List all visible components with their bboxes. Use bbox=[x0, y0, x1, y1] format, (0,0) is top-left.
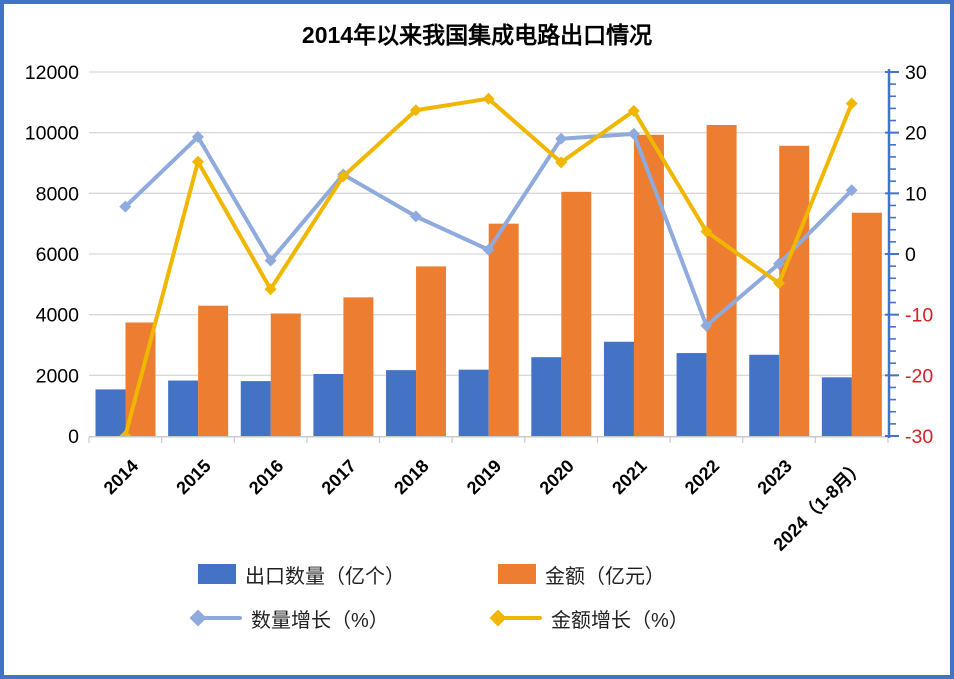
legend-item-quantity-growth: 数量增长（%） bbox=[189, 605, 389, 632]
svg-text:2021: 2021 bbox=[608, 456, 650, 498]
diamond-marker-icon bbox=[627, 127, 640, 140]
legend-item-amount: 金额（亿元） bbox=[498, 561, 665, 588]
svg-text:8000: 8000 bbox=[36, 183, 80, 205]
bar bbox=[488, 223, 519, 436]
svg-text:2018: 2018 bbox=[390, 456, 432, 498]
svg-text:20: 20 bbox=[905, 123, 927, 145]
legend-label-amount-growth: 金额增长（%） bbox=[551, 609, 689, 632]
amount-growth-line bbox=[119, 92, 858, 436]
svg-text:2000: 2000 bbox=[36, 365, 80, 387]
bar bbox=[343, 297, 374, 436]
svg-text:-20: -20 bbox=[905, 365, 933, 387]
bar bbox=[531, 357, 562, 436]
diamond-marker-icon bbox=[189, 609, 207, 627]
diamond-marker-icon bbox=[119, 430, 132, 436]
diamond-marker-icon bbox=[555, 156, 568, 169]
svg-text:2016: 2016 bbox=[245, 456, 287, 498]
diamond-marker-icon bbox=[337, 170, 350, 183]
diamond-marker-icon bbox=[482, 243, 495, 256]
svg-text:-10: -10 bbox=[905, 305, 933, 327]
svg-text:12000: 12000 bbox=[25, 62, 79, 84]
bar-swatch-icon bbox=[498, 564, 536, 584]
diamond-marker-icon bbox=[555, 132, 568, 145]
bar bbox=[270, 313, 301, 436]
diamond-marker-icon bbox=[409, 104, 422, 117]
svg-text:6000: 6000 bbox=[36, 244, 80, 266]
svg-text:4000: 4000 bbox=[36, 305, 80, 327]
bar bbox=[458, 369, 489, 436]
diamond-marker-icon bbox=[191, 155, 204, 168]
bar bbox=[603, 341, 634, 436]
bar bbox=[313, 373, 344, 436]
x-axis bbox=[88, 436, 889, 443]
bar bbox=[851, 212, 882, 436]
svg-text:0: 0 bbox=[68, 426, 79, 448]
diamond-marker-icon bbox=[845, 97, 858, 110]
svg-text:2015: 2015 bbox=[172, 456, 214, 498]
bar bbox=[198, 305, 229, 436]
right-axis bbox=[885, 69, 899, 438]
svg-text:-30: -30 bbox=[905, 426, 933, 448]
bar bbox=[561, 191, 592, 436]
right-axis-labels: 30 20 10 0 -10 -20 -30 bbox=[905, 62, 933, 448]
diamond-marker-icon bbox=[700, 319, 713, 332]
svg-text:10000: 10000 bbox=[25, 123, 79, 145]
diamond-marker-icon bbox=[264, 254, 277, 267]
svg-text:2019: 2019 bbox=[463, 456, 505, 498]
legend-label-quantity-growth: 数量增长（%） bbox=[251, 609, 389, 632]
bar bbox=[633, 134, 664, 437]
svg-text:2022: 2022 bbox=[681, 456, 723, 498]
legend-label-export-quantity: 出口数量（亿个） bbox=[245, 565, 405, 588]
line-sample bbox=[194, 616, 242, 620]
diamond-marker-icon bbox=[773, 257, 786, 270]
line-sample bbox=[494, 616, 542, 620]
diamond-marker-icon bbox=[700, 225, 713, 238]
bar bbox=[749, 354, 780, 436]
chart-canvas: 0 2000 4000 6000 8000 10000 12000 30 20 10 0 -10 -20… bbox=[25, 62, 934, 555]
bar-swatch-icon bbox=[198, 564, 236, 584]
bar bbox=[95, 389, 126, 436]
legend-label-amount: 金额（亿元） bbox=[545, 565, 665, 588]
amount-bars bbox=[125, 124, 882, 437]
bar bbox=[821, 377, 852, 436]
svg-text:2017: 2017 bbox=[318, 456, 360, 498]
bar bbox=[416, 266, 447, 436]
diamond-marker-icon bbox=[627, 104, 640, 117]
bar bbox=[706, 124, 737, 436]
svg-text:2023: 2023 bbox=[753, 456, 795, 498]
bar bbox=[676, 353, 707, 436]
bar bbox=[779, 145, 810, 436]
diamond-marker-icon bbox=[845, 184, 858, 197]
left-axis-labels: 0 2000 4000 6000 8000 10000 12000 bbox=[25, 62, 79, 448]
bar bbox=[168, 380, 199, 436]
line-sample-icon bbox=[189, 608, 242, 628]
diamond-marker-icon bbox=[119, 200, 132, 213]
diamond-marker-icon bbox=[264, 283, 277, 296]
legend-item-amount-growth: 金额增长（%） bbox=[489, 605, 689, 632]
svg-text:2020: 2020 bbox=[536, 456, 578, 498]
diamond-marker-icon bbox=[489, 609, 507, 627]
legend-item-export-quantity: 出口数量（亿个） bbox=[198, 561, 405, 588]
x-axis-labels: 2014 2015 2016 2017 2018 2019 2020 2021 2022 2023… bbox=[100, 456, 869, 555]
quantity-bars bbox=[95, 341, 852, 436]
bar bbox=[240, 381, 271, 436]
diamond-marker-icon bbox=[409, 210, 422, 223]
svg-text:10: 10 bbox=[905, 183, 927, 205]
diamond-marker-icon bbox=[482, 92, 495, 105]
svg-text:30: 30 bbox=[905, 62, 927, 84]
quantity-growth-line bbox=[119, 127, 858, 332]
chart-title: 2014年以来我国集成电路出口情况 bbox=[301, 22, 653, 48]
svg-text:2014: 2014 bbox=[100, 456, 142, 498]
bar bbox=[386, 370, 417, 436]
svg-text:0: 0 bbox=[905, 244, 916, 266]
line-sample-icon bbox=[489, 608, 542, 628]
diamond-marker-icon bbox=[773, 277, 786, 290]
diamond-marker-icon bbox=[191, 130, 204, 143]
